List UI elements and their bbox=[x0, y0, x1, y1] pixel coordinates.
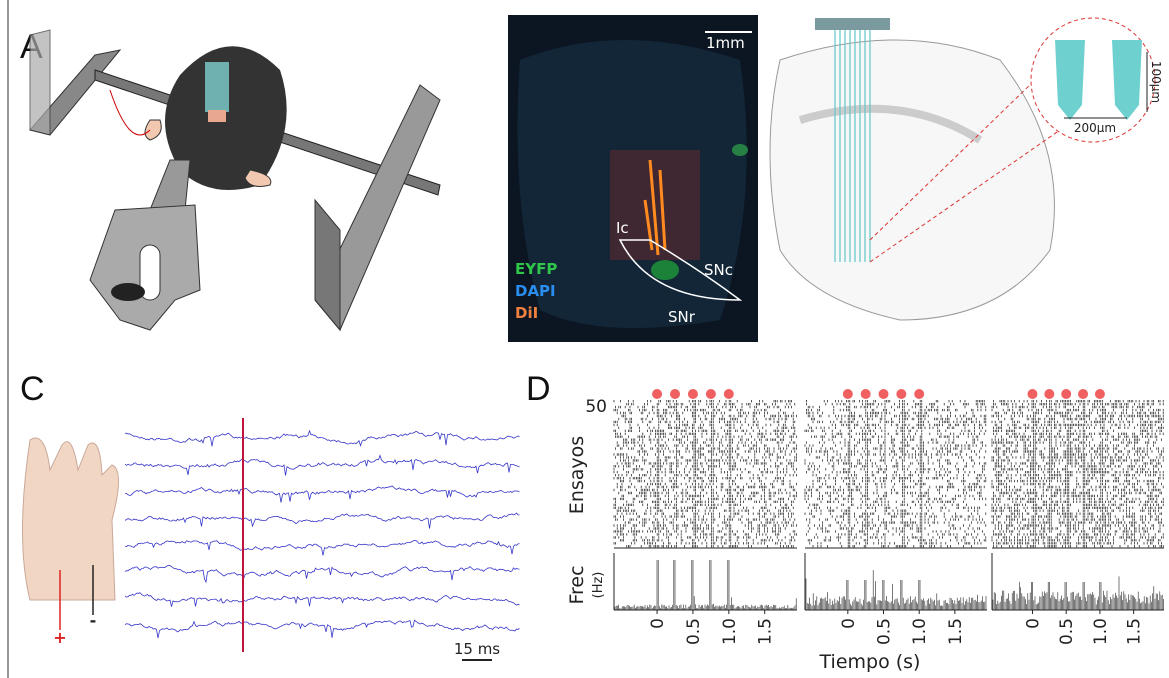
scale-bar-label: 1mm bbox=[706, 34, 745, 52]
trace bbox=[125, 456, 520, 476]
trace bbox=[125, 486, 520, 503]
trace bbox=[125, 431, 520, 447]
scale-bar-label: 15 ms bbox=[454, 640, 500, 658]
stimulus-dot bbox=[652, 389, 662, 399]
psth bbox=[806, 570, 986, 610]
paw-illustration bbox=[23, 438, 119, 630]
panel-label: C bbox=[20, 370, 45, 408]
region-label: SNc bbox=[704, 261, 733, 279]
trace bbox=[125, 513, 520, 529]
traces bbox=[125, 431, 520, 638]
stimulus-dot bbox=[914, 389, 924, 399]
trace bbox=[125, 620, 520, 638]
psth bbox=[993, 576, 1163, 610]
x-tick-label: 0.5 bbox=[875, 618, 895, 645]
inset-height: 100µm bbox=[1149, 61, 1163, 103]
x-tick-label: 1.0 bbox=[1091, 618, 1111, 645]
page: {"panels":{ "A":{"label":"A"}, "B":{"lab… bbox=[0, 0, 1169, 678]
stimulus-dot bbox=[1095, 389, 1105, 399]
stimulus-dot bbox=[1078, 389, 1088, 399]
x-tick-label: 0.5 bbox=[684, 618, 704, 645]
x-tick-label: 0 bbox=[839, 618, 859, 629]
stimulus-dot bbox=[879, 389, 889, 399]
raster bbox=[992, 400, 1163, 547]
x-tick-label: 1.0 bbox=[720, 618, 740, 645]
legend-label: EYFP bbox=[515, 260, 557, 278]
stimulus-dot bbox=[670, 389, 680, 399]
panel-label: D bbox=[526, 370, 551, 408]
x-tick-label: 1.5 bbox=[946, 618, 966, 645]
x-tick-label: 0.5 bbox=[1057, 618, 1077, 645]
x-tick-label: 1.5 bbox=[756, 618, 776, 645]
setup-illustration bbox=[30, 30, 440, 330]
y-tick-label: 50 bbox=[585, 397, 607, 417]
stimulus-dot bbox=[896, 389, 906, 399]
stimulus-dot bbox=[1044, 389, 1054, 399]
legend-label: DiI bbox=[515, 304, 538, 322]
region-label: SNr bbox=[668, 308, 696, 326]
y-axis-unit: (Hz) bbox=[591, 572, 606, 599]
x-tick-label: 0 bbox=[1023, 618, 1043, 629]
stimulus-dot bbox=[706, 389, 716, 399]
stimulus-dot bbox=[688, 389, 698, 399]
y-axis-label: Ensayos bbox=[566, 436, 588, 514]
raster bbox=[805, 400, 986, 547]
raster-panels: 0 0.5 1.0 1.5 0 0.5 1.0 1.5 0 0.5 1.0 1.5 bbox=[614, 389, 1164, 645]
inset-width: 200µm bbox=[1074, 121, 1116, 135]
region-label: Ic bbox=[616, 219, 629, 237]
electrode-label: - bbox=[90, 611, 97, 630]
x-tick-label: 1.5 bbox=[1125, 618, 1145, 645]
trace bbox=[125, 540, 520, 555]
trace bbox=[125, 565, 520, 582]
electrode-label: + bbox=[53, 628, 66, 647]
stimulus-dot bbox=[843, 389, 853, 399]
trace bbox=[125, 593, 520, 607]
y-axis-label: Frec bbox=[566, 565, 588, 604]
stimulus-dot bbox=[1027, 389, 1037, 399]
figure: A B 1mm EYFP DAPI DiI Ic SNc SNr 100µm 2… bbox=[0, 0, 1169, 678]
x-tick-label: 1.0 bbox=[910, 618, 930, 645]
atlas-illustration bbox=[770, 18, 1155, 320]
stimulus-dot bbox=[724, 389, 734, 399]
legend-label: DAPI bbox=[515, 282, 556, 300]
stimulus-dot bbox=[1061, 389, 1071, 399]
raster bbox=[614, 400, 796, 547]
x-tick-label: 0 bbox=[648, 618, 668, 629]
x-axis-label: Tiempo (s) bbox=[819, 651, 921, 673]
psth bbox=[615, 560, 796, 610]
stimulus-dot bbox=[861, 389, 871, 399]
